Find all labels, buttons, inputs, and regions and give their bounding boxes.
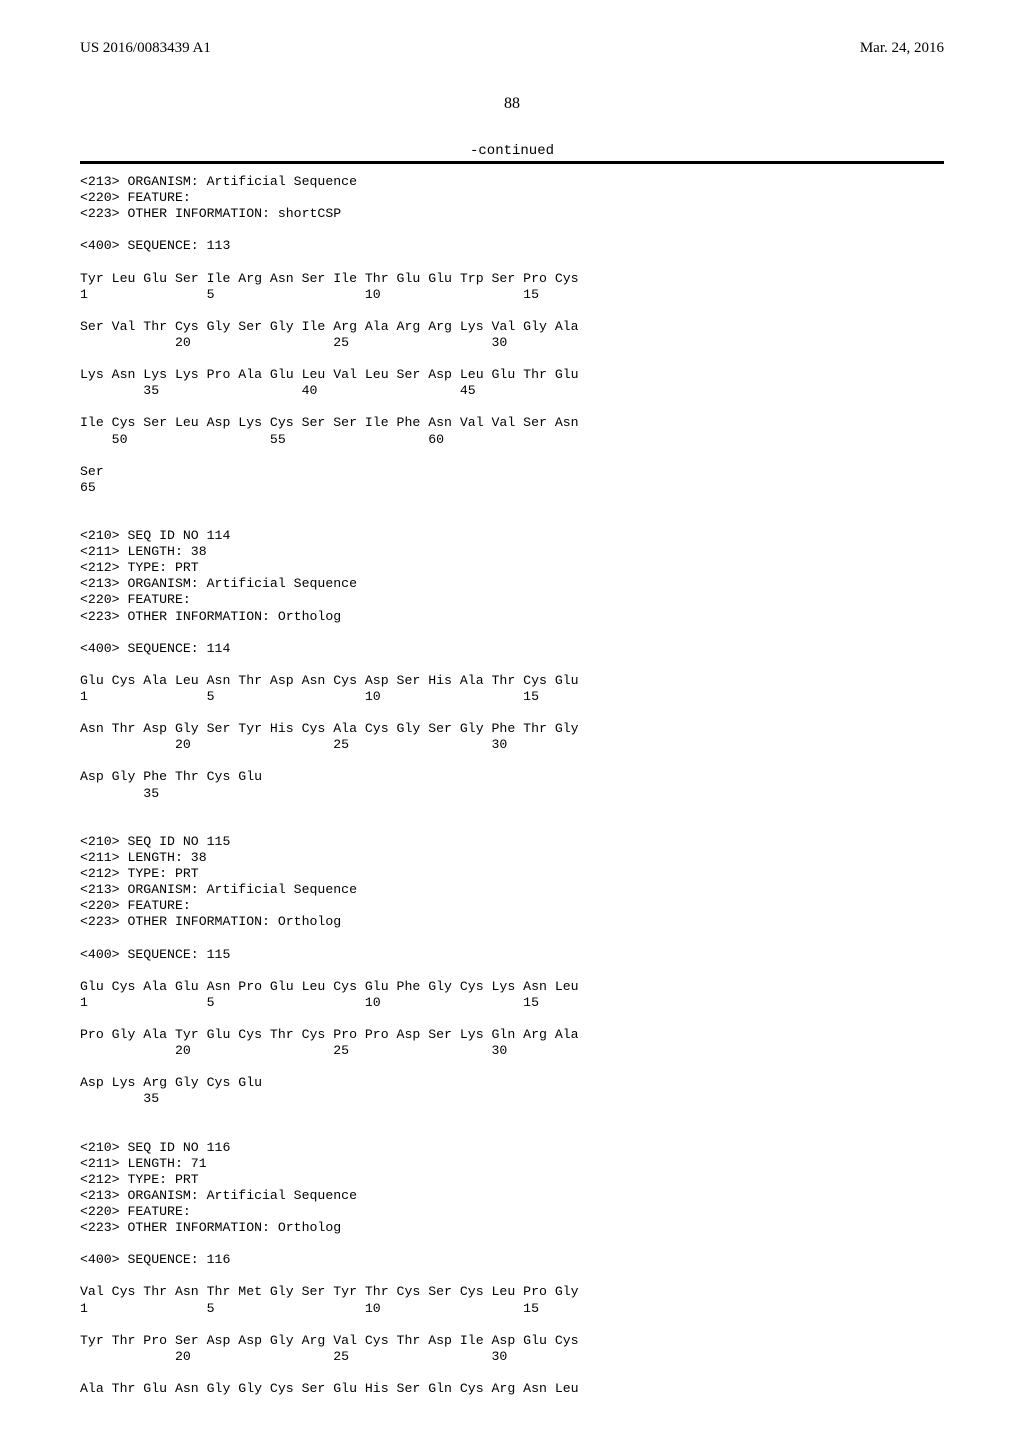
publication-date: Mar. 24, 2016 xyxy=(860,40,944,57)
section-rule xyxy=(80,161,944,164)
page-number: 88 xyxy=(80,95,944,113)
page-header: US 2016/0083439 A1 Mar. 24, 2016 xyxy=(80,40,944,57)
publication-number: US 2016/0083439 A1 xyxy=(80,40,211,57)
continued-label: -continued xyxy=(80,143,944,159)
sequence-listing: <213> ORGANISM: Artificial Sequence <220… xyxy=(80,174,944,1397)
